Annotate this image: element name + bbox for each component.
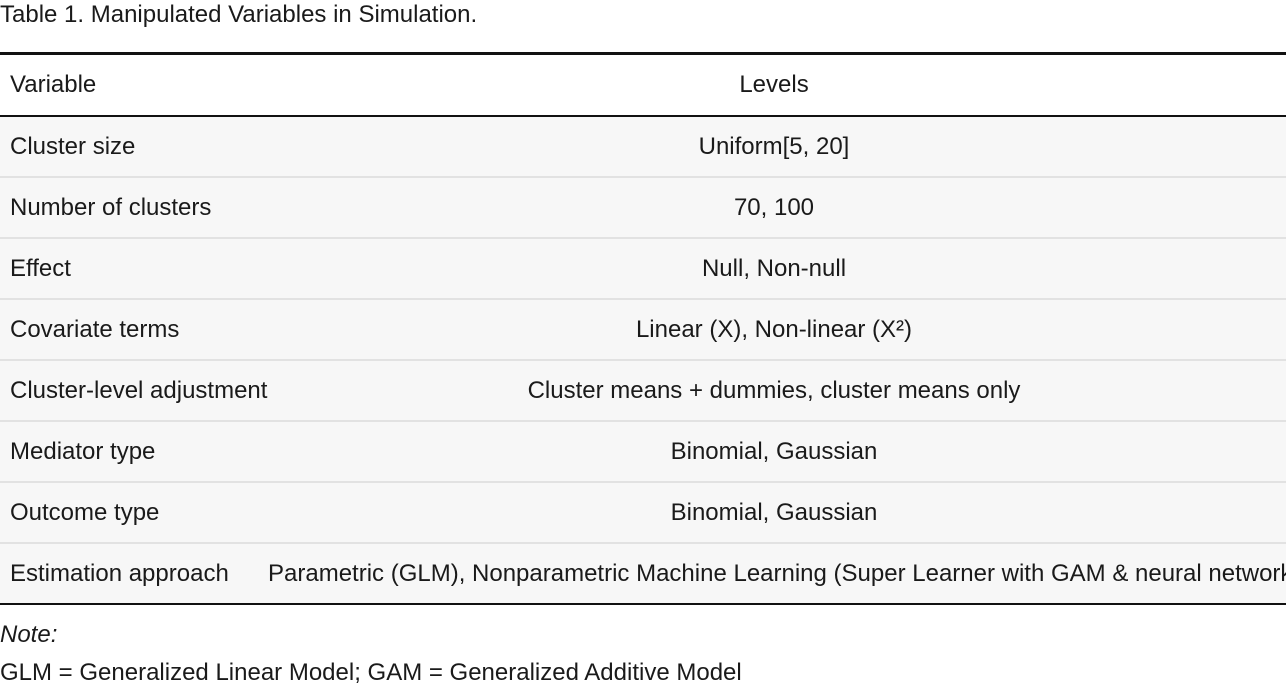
- cell-levels: 70, 100: [268, 177, 1286, 239]
- variables-table: Variable Levels Cluster size Uniform[5, …: [0, 55, 1286, 605]
- cell-variable: Estimation approach: [0, 543, 268, 605]
- cell-variable: Cluster-level adjustment: [0, 360, 268, 422]
- table-row: Number of clusters 70, 100: [0, 177, 1286, 239]
- cell-levels: Parametric (GLM), Nonparametric Machine …: [268, 543, 1286, 605]
- table-row: Mediator type Binomial, Gaussian: [0, 421, 1286, 483]
- cell-levels: Binomial, Gaussian: [268, 482, 1286, 544]
- cell-variable: Mediator type: [0, 421, 268, 483]
- cell-levels: Linear (X), Non-linear (X²): [268, 299, 1286, 361]
- table-row: Outcome type Binomial, Gaussian: [0, 482, 1286, 544]
- cell-levels: Binomial, Gaussian: [268, 421, 1286, 483]
- cell-variable: Outcome type: [0, 482, 268, 544]
- table-note-label: Note:: [0, 621, 58, 648]
- cell-variable: Covariate terms: [0, 299, 268, 361]
- table-row: Effect Null, Non-null: [0, 238, 1286, 300]
- cell-variable: Effect: [0, 238, 268, 300]
- cell-variable: Number of clusters: [0, 177, 268, 239]
- table-row: Estimation approach Parametric (GLM), No…: [0, 543, 1286, 605]
- header-variable: Variable: [0, 55, 268, 117]
- cell-variable: Cluster size: [0, 116, 268, 178]
- table-row: Covariate terms Linear (X), Non-linear (…: [0, 299, 1286, 361]
- table-top-rule: [0, 52, 1286, 55]
- table-row: Cluster size Uniform[5, 20]: [0, 116, 1286, 178]
- header-levels: Levels: [268, 55, 1286, 117]
- table-header-row: Variable Levels: [0, 55, 1286, 117]
- table-row: Cluster-level adjustment Cluster means +…: [0, 360, 1286, 422]
- table-caption: Table 1. Manipulated Variables in Simula…: [0, 1, 478, 28]
- cell-levels: Null, Non-null: [268, 238, 1286, 300]
- table-note-text: GLM = Generalized Linear Model; GAM = Ge…: [0, 659, 742, 686]
- cell-levels: Uniform[5, 20]: [268, 116, 1286, 178]
- cell-levels: Cluster means + dummies, cluster means o…: [268, 360, 1286, 422]
